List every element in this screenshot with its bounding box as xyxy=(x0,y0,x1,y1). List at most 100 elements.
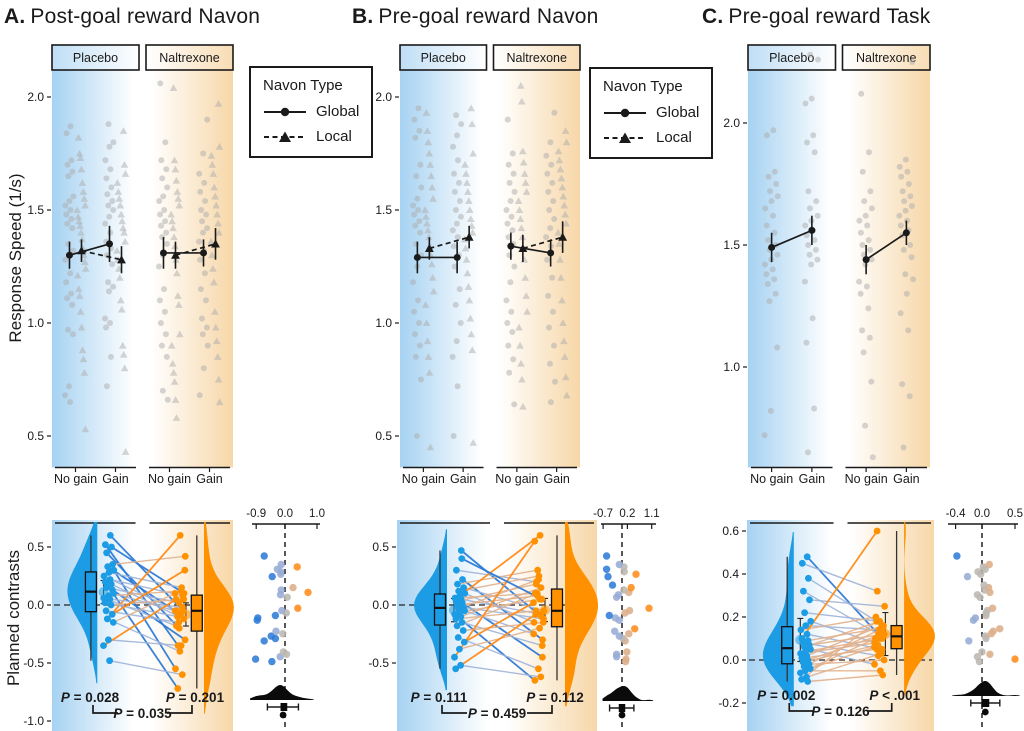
y-tick-label: 0.0 xyxy=(27,598,44,612)
legend-item-local: Local xyxy=(263,128,359,145)
data-point-triangle xyxy=(80,194,89,202)
data-point-triangle xyxy=(518,375,526,383)
legend-navon-type-a: Navon Type Global Local xyxy=(249,66,374,158)
inset-diff-dot xyxy=(632,570,640,578)
inset-diff-dot xyxy=(953,552,961,560)
paired-dot-naltrexone xyxy=(870,643,878,651)
data-point-circle xyxy=(763,271,770,278)
data-point-triangle xyxy=(75,292,84,299)
data-point-circle xyxy=(102,315,108,322)
data-point-circle xyxy=(159,387,166,394)
data-point-circle xyxy=(771,276,778,283)
data-point-triangle xyxy=(557,174,566,182)
pair-line xyxy=(109,598,183,608)
data-point-circle xyxy=(454,132,460,139)
local-line-icon xyxy=(604,132,646,143)
y-tick-label: 1.5 xyxy=(375,203,392,217)
data-point-triangle xyxy=(120,364,129,372)
data-point-triangle xyxy=(516,215,525,223)
strip-label: Naltrexone xyxy=(856,51,916,65)
paired-dot-naltrexone xyxy=(178,671,186,678)
legend-item-global: Global xyxy=(603,104,699,121)
data-point-circle xyxy=(508,213,515,220)
data-point-triangle xyxy=(118,341,127,349)
data-point-triangle xyxy=(172,414,181,421)
paired-dot-naltrexone xyxy=(534,566,542,574)
paired-dot-naltrexone xyxy=(531,537,539,545)
inset-tick-label: 0.5 xyxy=(1007,508,1023,520)
data-point-circle xyxy=(449,227,456,234)
strip-label: Naltrexone xyxy=(507,51,567,65)
data-point-triangle xyxy=(465,296,474,304)
inset-diff-dot xyxy=(989,627,997,635)
paired-dot-naltrexone xyxy=(176,648,184,655)
data-point-circle xyxy=(156,263,162,270)
inset-diff-dot xyxy=(294,604,302,612)
paired-dot-placebo xyxy=(102,541,109,549)
data-point-triangle xyxy=(118,217,126,225)
data-point-triangle xyxy=(209,170,218,177)
x-category-label: No gain xyxy=(495,472,538,486)
paired-dot-naltrexone xyxy=(174,613,182,620)
data-point-circle xyxy=(774,344,781,351)
data-point-triangle xyxy=(119,127,128,134)
data-point-circle xyxy=(203,324,210,331)
data-point-circle xyxy=(869,454,876,461)
mean-marker-circle xyxy=(768,243,776,251)
data-point-triangle xyxy=(467,104,475,112)
y-tick-label: -1.0 xyxy=(23,714,44,728)
data-point-triangle xyxy=(424,353,433,360)
pair-line xyxy=(805,637,881,653)
inset-diff-dot xyxy=(277,560,285,569)
data-point-triangle xyxy=(522,292,531,299)
inset-diff-dot xyxy=(645,604,653,612)
data-point-circle xyxy=(904,168,911,175)
data-point-circle xyxy=(458,121,465,128)
pair-line xyxy=(802,562,878,592)
legend-label-local: Local xyxy=(656,129,692,146)
data-point-triangle xyxy=(175,330,184,338)
inset-diff-dot xyxy=(978,648,986,656)
data-point-circle xyxy=(868,205,875,212)
bracket-right xyxy=(527,705,553,714)
inset-diff-dot xyxy=(278,606,286,615)
y-tick-label: 1.5 xyxy=(27,203,44,217)
strip-box-naltrexone xyxy=(492,44,581,71)
data-point-triangle xyxy=(77,323,86,331)
data-point-triangle xyxy=(559,192,568,200)
paired-dot-naltrexone xyxy=(879,671,887,679)
data-point-circle xyxy=(861,198,868,205)
pair-line xyxy=(459,598,540,613)
paired-dot-placebo xyxy=(101,578,109,586)
panel-a-title-text: Post-goal reward Navon xyxy=(30,5,261,28)
paired-dot-naltrexone xyxy=(181,636,189,644)
y-tick-label: 0.5 xyxy=(375,429,392,443)
paired-dot-placebo xyxy=(460,584,467,591)
data-point-circle xyxy=(509,227,516,234)
data-point-circle xyxy=(110,139,117,146)
paired-dot-placebo xyxy=(105,636,112,644)
paired-dot-naltrexone xyxy=(179,603,186,611)
data-point-circle xyxy=(164,396,171,403)
data-point-triangle xyxy=(518,97,526,105)
data-point-circle xyxy=(548,161,555,168)
data-point-circle xyxy=(547,139,554,146)
mean-line-task xyxy=(771,229,813,249)
data-point-circle xyxy=(160,193,167,200)
panel-a-title: A. Post-goal reward Navon xyxy=(4,5,260,29)
data-point-triangle xyxy=(427,260,436,268)
panel-b-title: B. Pre-goal reward Navon xyxy=(352,5,599,29)
data-point-triangle xyxy=(555,156,564,164)
data-point-circle xyxy=(549,274,556,281)
data-point-circle xyxy=(804,139,810,146)
paired-dot-naltrexone xyxy=(875,626,883,634)
data-point-circle xyxy=(63,130,70,137)
inset-diff-dot xyxy=(988,604,997,612)
data-point-triangle xyxy=(562,391,571,399)
data-point-circle xyxy=(908,203,915,209)
data-point-circle xyxy=(511,188,518,195)
data-point-triangle xyxy=(519,158,528,166)
data-point-triangle xyxy=(74,212,82,220)
data-point-circle xyxy=(67,207,74,213)
paired-dot-naltrexone xyxy=(180,615,188,623)
